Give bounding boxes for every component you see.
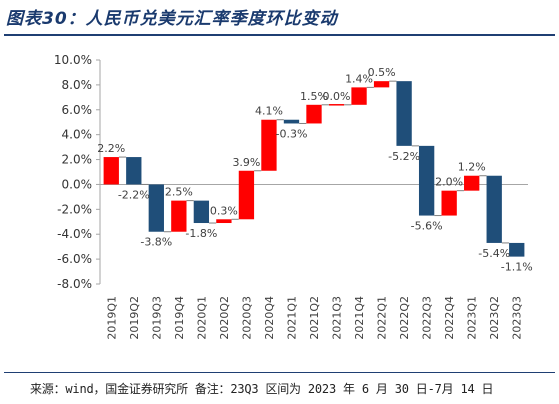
data-label-2020Q2: 0.3% <box>210 204 238 217</box>
source-divider <box>4 372 555 373</box>
data-label-2019Q1: 2.2% <box>97 142 125 155</box>
bar-2020Q1 <box>193 200 210 224</box>
bar-2023Q3 <box>509 242 525 257</box>
bar-2023Q2 <box>486 175 502 243</box>
y-tick-label: 8.0% <box>62 78 93 92</box>
data-label-2021Q1: -0.3% <box>276 127 308 140</box>
data-label-2023Q3: -1.1% <box>501 261 533 274</box>
data-label-2021Q4: 1.4% <box>345 72 373 85</box>
x-tick-label: 2020Q4 <box>263 296 276 340</box>
x-tick-label: 2022Q2 <box>398 296 411 340</box>
x-tick-label: 2023Q3 <box>511 296 524 340</box>
x-tick-label: 2020Q1 <box>195 296 208 340</box>
data-label-2023Q1: 1.2% <box>458 161 486 174</box>
data-label-2020Q1: -1.8% <box>185 227 217 240</box>
bar-2020Q2 <box>216 219 232 224</box>
data-label-2021Q3: 0.0% <box>323 90 351 103</box>
chart-data-labels: 2.2% -2.2% -3.8% 2.5% -1.8% 0.3% 3.9% 4.1% -0.3%… <box>97 66 532 273</box>
x-tick-label: 2020Q3 <box>240 296 253 340</box>
y-tick-label: 6.0% <box>62 103 93 117</box>
y-tick-label: 10.0% <box>54 53 92 67</box>
bar-2019Q2 <box>126 157 142 185</box>
chart-title: 图表30：人民币兑美元汇率季度环比变动 <box>6 9 338 29</box>
data-label-2022Q4: 2.0% <box>435 176 463 189</box>
bar-2022Q4 <box>441 190 457 216</box>
x-tick-label: 2021Q4 <box>353 296 366 340</box>
bar-2023Q1 <box>464 175 480 191</box>
bar-2021Q4 <box>351 87 367 105</box>
data-label-2019Q4: 2.5% <box>165 186 193 199</box>
waterfall-chart: 10.0% 8.0% 6.0% 4.0% 2.0% 0.0% -2.0% -4.0% -6.0%… <box>54 53 533 340</box>
bar-2020Q4 <box>261 119 277 171</box>
y-tick-label: 4.0% <box>62 128 93 142</box>
x-tick-label: 2021Q1 <box>285 296 298 340</box>
data-label-2021Q2: 1.5% <box>300 90 328 103</box>
x-tick-label: 2022Q1 <box>376 296 389 340</box>
y-tick-label: -4.0% <box>57 227 92 241</box>
bar-2020Q3 <box>238 170 255 220</box>
bar-2021Q3 <box>328 104 345 106</box>
x-tick-label: 2022Q4 <box>443 296 456 340</box>
x-tick-label: 2023Q1 <box>466 296 479 340</box>
bar-2022Q3 <box>418 145 435 216</box>
x-tick-label: 2019Q1 <box>105 296 118 340</box>
data-label-2022Q1: 0.5% <box>368 66 396 79</box>
x-tick-label: 2021Q2 <box>308 296 321 340</box>
data-label-2019Q3: -3.8% <box>140 236 172 249</box>
data-label-2020Q4: 4.1% <box>255 105 283 118</box>
y-tick-label: -8.0% <box>57 277 92 291</box>
bar-2019Q3 <box>148 184 164 232</box>
data-label-2022Q2: -5.2% <box>388 150 420 163</box>
data-label-2023Q2: -5.4% <box>478 247 510 260</box>
bar-2022Q2 <box>396 81 412 146</box>
bar-2021Q2 <box>306 104 322 124</box>
data-label-2022Q3: -5.6% <box>411 220 443 233</box>
bar-2019Q4 <box>171 200 187 232</box>
data-label-2020Q3: 3.9% <box>232 156 260 169</box>
chart-axes: 10.0% 8.0% 6.0% 4.0% 2.0% 0.0% -2.0% -4.0% -6.0%… <box>54 53 528 340</box>
data-label-2019Q2: -2.2% <box>118 188 150 201</box>
x-tick-label: 2019Q3 <box>150 296 163 340</box>
title-divider <box>4 34 555 36</box>
y-tick-label: -6.0% <box>57 252 92 266</box>
bar-2019Q1 <box>103 157 119 185</box>
x-tick-label: 2020Q2 <box>218 296 231 340</box>
y-tick-label: -2.0% <box>57 202 92 216</box>
x-tick-label: 2023Q2 <box>488 296 501 340</box>
bar-2022Q1 <box>373 81 390 88</box>
x-tick-label: 2019Q2 <box>128 296 141 340</box>
bar-2021Q1 <box>283 119 300 124</box>
chart-bars <box>103 80 525 257</box>
x-tick-label: 2021Q3 <box>331 296 344 340</box>
x-tick-label: 2019Q4 <box>173 296 186 340</box>
y-tick-label: 0.0% <box>62 177 93 191</box>
source-note: 来源：wind，国金证券研究所 备注：23Q3 区间为 2023 年 6 月 3… <box>30 382 494 396</box>
y-tick-label: 2.0% <box>62 153 93 167</box>
x-tick-label: 2022Q3 <box>421 296 434 340</box>
